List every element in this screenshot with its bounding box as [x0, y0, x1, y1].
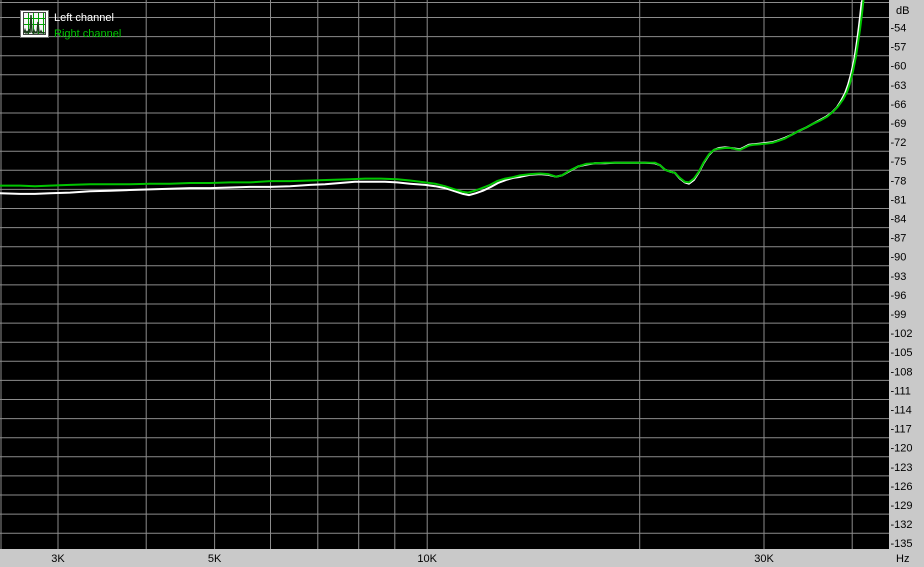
legend-labels: Left channel Right channel — [54, 10, 121, 42]
svg-text:-102: -102 — [891, 328, 913, 340]
svg-text:-87: -87 — [891, 233, 907, 245]
svg-text:-123: -123 — [891, 462, 913, 474]
svg-text:dB: dB — [896, 5, 909, 17]
svg-text:-111: -111 — [891, 385, 911, 397]
svg-text:-90: -90 — [891, 252, 907, 264]
svg-text:-78: -78 — [891, 175, 907, 187]
svg-text:-99: -99 — [891, 309, 907, 321]
x-axis-labels: 3K 5K 10K 30K Hz — [51, 553, 909, 565]
svg-text:Hz: Hz — [896, 553, 909, 565]
svg-text:-72: -72 — [891, 137, 907, 149]
svg-text:-81: -81 — [891, 194, 907, 206]
grid-lines — [0, 0, 889, 550]
legend: Left channel Right channel — [20, 10, 121, 42]
svg-text:30K: 30K — [754, 553, 774, 565]
svg-text:-60: -60 — [891, 61, 907, 73]
svg-text:-66: -66 — [891, 99, 907, 111]
svg-text:10K: 10K — [417, 553, 437, 565]
svg-text:-129: -129 — [891, 500, 913, 512]
spectrum-mini-icon[interactable] — [20, 10, 49, 39]
svg-text:-63: -63 — [891, 80, 907, 92]
svg-text:-84: -84 — [891, 214, 907, 226]
svg-text:-105: -105 — [891, 347, 913, 359]
svg-text:3K: 3K — [51, 553, 65, 565]
svg-text:-57: -57 — [891, 42, 907, 54]
svg-text:-132: -132 — [891, 519, 913, 531]
svg-text:-114: -114 — [891, 405, 912, 417]
svg-text:-96: -96 — [891, 290, 907, 302]
svg-text:-69: -69 — [891, 118, 907, 130]
svg-text:-126: -126 — [891, 481, 913, 493]
curves — [0, 0, 865, 197]
svg-text:-75: -75 — [891, 156, 907, 168]
y-axis-labels: dB -54 -57 -60 -63 -66 -69 -72 -75 -78 -81 -84 -87 -9… — [891, 5, 913, 550]
svg-text:-120: -120 — [891, 443, 913, 455]
svg-text:-135: -135 — [891, 538, 913, 550]
svg-text:-93: -93 — [891, 271, 907, 283]
legend-right-channel: Right channel — [54, 28, 122, 40]
svg-text:-108: -108 — [891, 366, 913, 378]
svg-text:5K: 5K — [208, 553, 222, 565]
plot-background — [0, 0, 889, 549]
svg-text:-54: -54 — [891, 23, 907, 35]
legend-left-channel: Left channel — [54, 12, 114, 24]
svg-text:-117: -117 — [891, 424, 912, 436]
